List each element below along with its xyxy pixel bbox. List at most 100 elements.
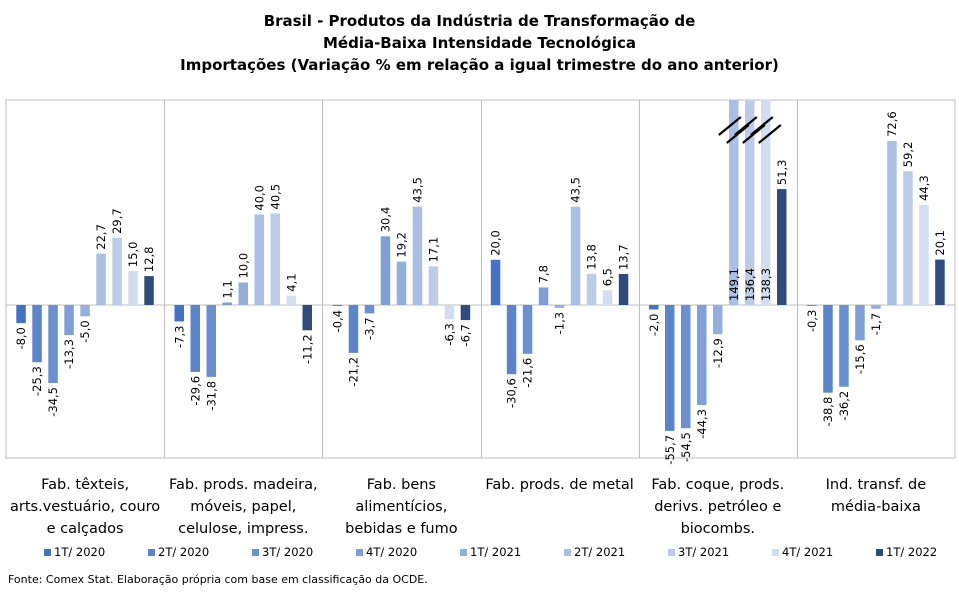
data-label: -6,7 [458, 324, 472, 346]
category-label: Fab. prods. de metal [485, 477, 633, 493]
data-label: -6,3 [442, 323, 456, 345]
category-label: arts.vestuário, couro [10, 499, 160, 515]
legend-swatch [876, 549, 883, 556]
source-note: Fonte: Comex Stat. Elaboração própria co… [8, 573, 428, 586]
bar [364, 305, 375, 314]
category-label: Ind. transf. de [826, 477, 927, 493]
data-label: -36,2 [837, 391, 851, 421]
bar [48, 305, 58, 383]
legend-swatch [668, 549, 675, 556]
plot-border [5, 99, 956, 459]
bar [238, 282, 248, 305]
category-label: móveis, papel, [190, 499, 296, 515]
bar [729, 100, 739, 305]
data-label: -31,8 [204, 381, 218, 411]
data-label: 15,0 [126, 241, 140, 267]
category-label: Fab. têxteis, [41, 477, 129, 493]
data-label: 44,3 [917, 175, 931, 201]
bar [490, 259, 501, 305]
bar [206, 305, 216, 377]
bar [919, 204, 929, 305]
data-label: 40,0 [252, 185, 266, 211]
category-label: Fab. coque, prods. [651, 477, 784, 493]
bar [128, 271, 138, 305]
data-label: 13,8 [585, 244, 599, 270]
bar [554, 305, 565, 308]
bar [570, 206, 581, 305]
chart-subtitle: Média-Baixa Intensidade Tecnológica [322, 34, 636, 52]
data-label: 12,8 [142, 246, 156, 272]
bar [174, 305, 184, 322]
bar [665, 305, 675, 431]
bar [190, 305, 200, 372]
bar [254, 214, 264, 305]
axis-break-mark [742, 124, 766, 144]
data-label: -1,3 [553, 312, 567, 334]
data-label: -54,5 [679, 432, 693, 462]
legend-swatch [356, 549, 363, 556]
bar [777, 189, 787, 305]
bar [286, 295, 296, 305]
data-label: -1,7 [869, 313, 883, 335]
data-label: -21,6 [521, 358, 535, 388]
bar [380, 236, 391, 305]
bar [839, 305, 849, 387]
category-label: Fab. prods. madeira, [169, 477, 318, 493]
bar [144, 276, 154, 305]
bar [602, 290, 613, 305]
bar [586, 273, 597, 305]
data-label: 17,1 [426, 237, 440, 263]
axis-break-mark [718, 116, 742, 136]
category-labels: Fab. têxteis, arts.vestuário, couro e calç… [10, 477, 926, 537]
data-label: 72,6 [885, 111, 899, 137]
legend-swatch [460, 549, 467, 556]
legend-label: 4T/ 2020 [366, 545, 417, 559]
bar [761, 100, 771, 305]
data-label: -8,0 [14, 327, 28, 349]
bar [538, 287, 549, 305]
data-label: 43,5 [410, 177, 424, 203]
bar [16, 305, 26, 324]
data-label: 22,7 [94, 224, 108, 250]
bar [871, 305, 881, 309]
chart-title: Brasil - Produtos da Indústria de Transf… [263, 12, 696, 30]
bar [855, 305, 865, 341]
axis-break-mark [750, 116, 774, 136]
bar [412, 206, 423, 305]
legend: 1T/ 2020 2T/ 2020 3T/ 2020 4T/ 2020 1T/ 2021… [44, 545, 937, 559]
legend-label: 1T/ 2020 [54, 545, 105, 559]
bar [887, 140, 897, 305]
bar [32, 305, 42, 363]
data-label: 40,5 [268, 184, 282, 210]
legend-swatch [44, 549, 51, 556]
bar [302, 305, 312, 331]
data-label: -30,6 [505, 378, 519, 408]
bar [506, 305, 517, 375]
data-label: -44,3 [695, 409, 709, 439]
data-label: 1,1 [220, 280, 234, 298]
bar [396, 261, 407, 305]
data-label: -5,0 [78, 320, 92, 342]
data-label: 6,5 [601, 268, 615, 286]
legend-swatch [564, 549, 571, 556]
bar [903, 171, 913, 305]
data-label: -2,0 [647, 314, 661, 336]
category-label: derivs. petróleo e [654, 499, 781, 515]
data-label: 29,7 [110, 208, 124, 234]
legend-label: 2T/ 2021 [574, 545, 625, 559]
axis-break-mark [734, 116, 758, 136]
data-label: -38,8 [821, 397, 835, 427]
data-label: 4,1 [284, 273, 298, 291]
bar [444, 305, 455, 320]
bar [807, 305, 817, 306]
bar [522, 305, 533, 354]
bar [697, 305, 707, 406]
category-label: celulose, impress. [178, 521, 308, 537]
bar [332, 305, 343, 306]
data-label: 149,1 [727, 268, 741, 301]
bar [428, 266, 439, 305]
category-label: bebidas e fumo [345, 521, 458, 537]
legend-label: 1T/ 2021 [470, 545, 521, 559]
data-label: -13,3 [62, 339, 76, 369]
